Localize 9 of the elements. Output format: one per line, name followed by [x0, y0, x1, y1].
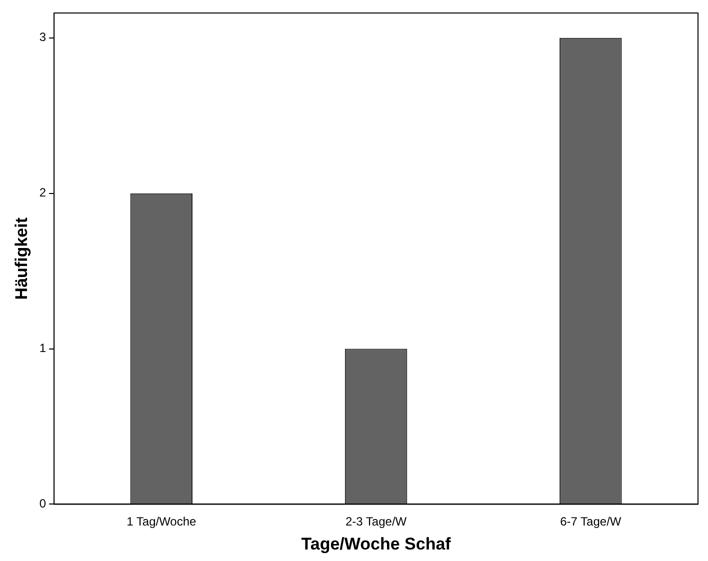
x-tick-label: 6-7 Tage/W [560, 514, 622, 529]
y-tick-label: 3 [39, 30, 46, 44]
y-axis-title: Häufigkeit [12, 217, 31, 300]
y-tick-label: 2 [39, 186, 46, 200]
y-tick-label: 1 [39, 341, 46, 356]
y-tick-label: 0 [39, 496, 46, 511]
x-tick-label: 1 Tag/Woche [126, 514, 197, 529]
x-tick-label: 2-3 Tage/W [345, 514, 408, 529]
x-axis-title: Tage/Woche Schaf [301, 534, 452, 554]
